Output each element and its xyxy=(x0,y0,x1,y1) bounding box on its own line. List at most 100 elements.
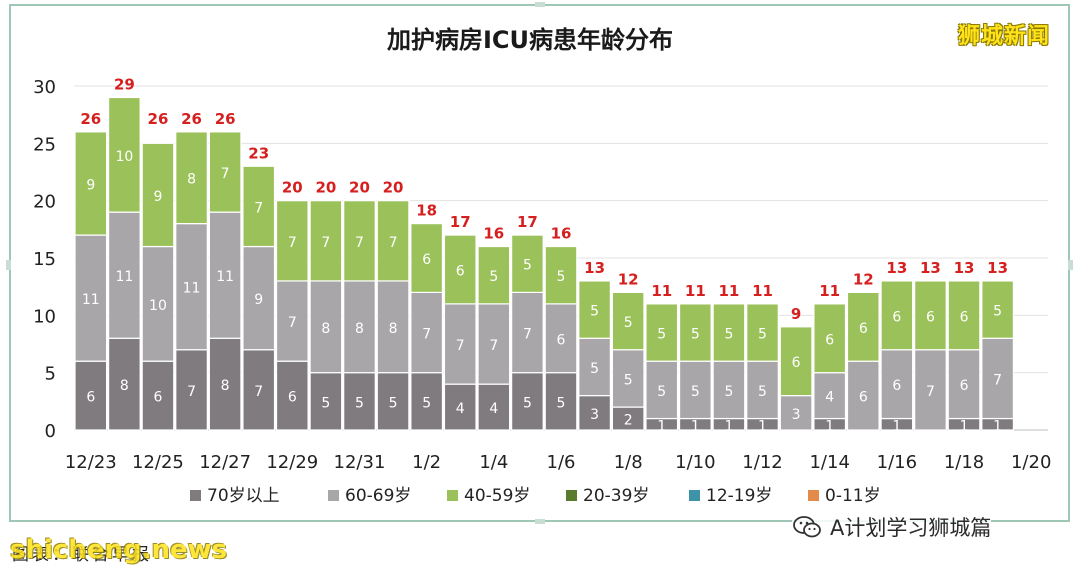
bar-segment xyxy=(343,372,376,431)
segment-value-label: 3 xyxy=(590,407,599,423)
total-value-label: 29 xyxy=(114,75,135,93)
segment-value-label: 1 xyxy=(993,418,1002,434)
bar-segment xyxy=(846,291,880,362)
segment-value-label: 7 xyxy=(422,327,431,343)
bar-segment xyxy=(376,200,410,282)
segment-value-label: 5 xyxy=(758,384,767,400)
total-value-label: 20 xyxy=(315,179,336,197)
segment-value-label: 8 xyxy=(120,378,129,394)
bar-segment xyxy=(578,337,611,397)
x-tick-label: 12/29 xyxy=(266,452,318,473)
legend-label: 12-19岁 xyxy=(706,486,772,506)
segment-value-label: 7 xyxy=(187,384,196,400)
total-value-label: 11 xyxy=(819,282,840,300)
segment-value-label: 5 xyxy=(993,304,1002,320)
y-tick-label: 0 xyxy=(45,421,56,442)
bar-segment xyxy=(343,200,376,282)
total-value-label: 23 xyxy=(248,144,269,162)
x-axis-ticks: 12/23 12/25 12/27 12/29 12/31 1/2 1/4 1/6 1/8 1/1… xyxy=(65,452,1052,473)
segment-value-label: 5 xyxy=(724,327,733,343)
bar-segment xyxy=(813,303,847,374)
bar-segment xyxy=(678,360,712,420)
total-value-label: 16 xyxy=(483,225,504,243)
total-value-label: 17 xyxy=(450,213,471,231)
segment-value-label: 7 xyxy=(288,315,297,331)
segment-value-label: 11 xyxy=(82,292,100,308)
bar-segment xyxy=(477,245,511,305)
bar-segment xyxy=(107,96,141,213)
bar-segment xyxy=(175,349,208,431)
total-value-label: 20 xyxy=(282,179,303,197)
total-value-label: 26 xyxy=(148,110,169,128)
segment-value-label: 5 xyxy=(657,384,666,400)
segment-value-label: 5 xyxy=(724,384,733,400)
bar-segment xyxy=(410,372,444,431)
bar-segment xyxy=(242,245,276,351)
segment-value-label: 5 xyxy=(557,395,566,411)
resize-handle-left[interactable] xyxy=(6,260,11,270)
bar-segment xyxy=(309,372,343,431)
y-tick-label: 5 xyxy=(45,364,56,385)
bar-segment xyxy=(242,349,276,431)
bar-segment xyxy=(880,280,914,351)
segment-value-label: 5 xyxy=(321,395,330,411)
segment-value-label: 3 xyxy=(792,407,801,423)
total-value-label: 20 xyxy=(349,179,370,197)
segment-value-label: 7 xyxy=(489,338,498,354)
bar-segment xyxy=(74,234,108,362)
segment-value-label: 5 xyxy=(691,384,700,400)
bar-segment xyxy=(175,131,208,225)
legend-label: 0-11岁 xyxy=(825,486,881,506)
bar-segment xyxy=(443,234,477,305)
chart-title: 加护病房ICU病患年龄分布 xyxy=(387,26,673,54)
bar-segment xyxy=(208,211,242,339)
total-value-label: 13 xyxy=(987,259,1008,277)
legend-swatch xyxy=(689,490,700,501)
segment-value-label: 6 xyxy=(859,321,868,337)
x-tick-label: 1/20 xyxy=(1011,452,1051,473)
total-value-label: 18 xyxy=(416,202,437,220)
total-value-label: 13 xyxy=(954,259,975,277)
total-labels: 26 29 26 26 26 23 20 20 20 20 18 17 16 17 16 13 12 11 11 11… xyxy=(80,75,1008,322)
bar-segment xyxy=(343,280,376,374)
resize-handle-bottom[interactable] xyxy=(535,519,545,524)
segment-value-label: 5 xyxy=(590,361,599,377)
bar-segment xyxy=(678,303,712,362)
total-value-label: 13 xyxy=(584,259,605,277)
bar-segment xyxy=(981,280,1015,339)
segment-value-label: 7 xyxy=(523,327,532,343)
segment-value-label: 7 xyxy=(926,384,935,400)
bar-segment xyxy=(175,223,208,351)
segment-value-label: 6 xyxy=(892,378,901,394)
total-value-label: 11 xyxy=(718,282,739,300)
segment-value-label: 5 xyxy=(624,315,633,331)
legend-label: 70岁以上 xyxy=(207,486,280,506)
segment-value-label: 8 xyxy=(187,172,196,188)
segment-value-label: 7 xyxy=(355,235,364,251)
segment-value-label: 7 xyxy=(456,338,465,354)
segment-value-label: 6 xyxy=(859,390,868,406)
segment-value-label: 6 xyxy=(86,390,95,406)
resize-handle-top[interactable] xyxy=(535,2,545,7)
legend-label: 20-39岁 xyxy=(583,486,649,506)
segment-value-label: 5 xyxy=(355,395,364,411)
total-value-label: 20 xyxy=(383,179,404,197)
segment-value-label: 6 xyxy=(825,332,834,348)
resize-handle-right[interactable] xyxy=(1068,260,1073,270)
total-value-label: 9 xyxy=(791,305,801,323)
segment-value-label: 7 xyxy=(288,235,297,251)
bar-segment xyxy=(544,303,578,374)
total-value-label: 11 xyxy=(685,282,706,300)
segment-value-label: 6 xyxy=(456,263,465,279)
bar-segment xyxy=(107,211,141,339)
segment-value-label: 9 xyxy=(154,189,163,205)
bar-segment xyxy=(242,165,276,248)
segment-value-label: 5 xyxy=(657,327,666,343)
bar-segment xyxy=(141,142,175,248)
segment-value-label: 6 xyxy=(960,378,969,394)
total-value-label: 26 xyxy=(80,110,101,128)
bar-segment xyxy=(779,326,813,397)
x-tick-label: 1/12 xyxy=(742,452,782,473)
bar-segment xyxy=(746,303,779,362)
